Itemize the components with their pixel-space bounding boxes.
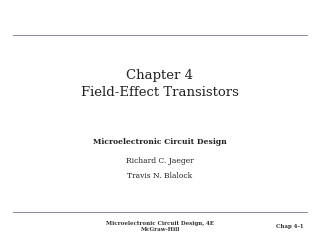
Text: Microelectronic Circuit Design: Microelectronic Circuit Design bbox=[93, 138, 227, 146]
Text: Chap 4-1: Chap 4-1 bbox=[276, 224, 304, 229]
Text: Richard C. Jaeger: Richard C. Jaeger bbox=[126, 157, 194, 165]
Text: Travis N. Blalock: Travis N. Blalock bbox=[127, 172, 193, 180]
Text: Microelectronic Circuit Design, 4E
McGraw-Hill: Microelectronic Circuit Design, 4E McGra… bbox=[106, 221, 214, 232]
Text: Chapter 4
Field-Effect Transistors: Chapter 4 Field-Effect Transistors bbox=[81, 68, 239, 100]
